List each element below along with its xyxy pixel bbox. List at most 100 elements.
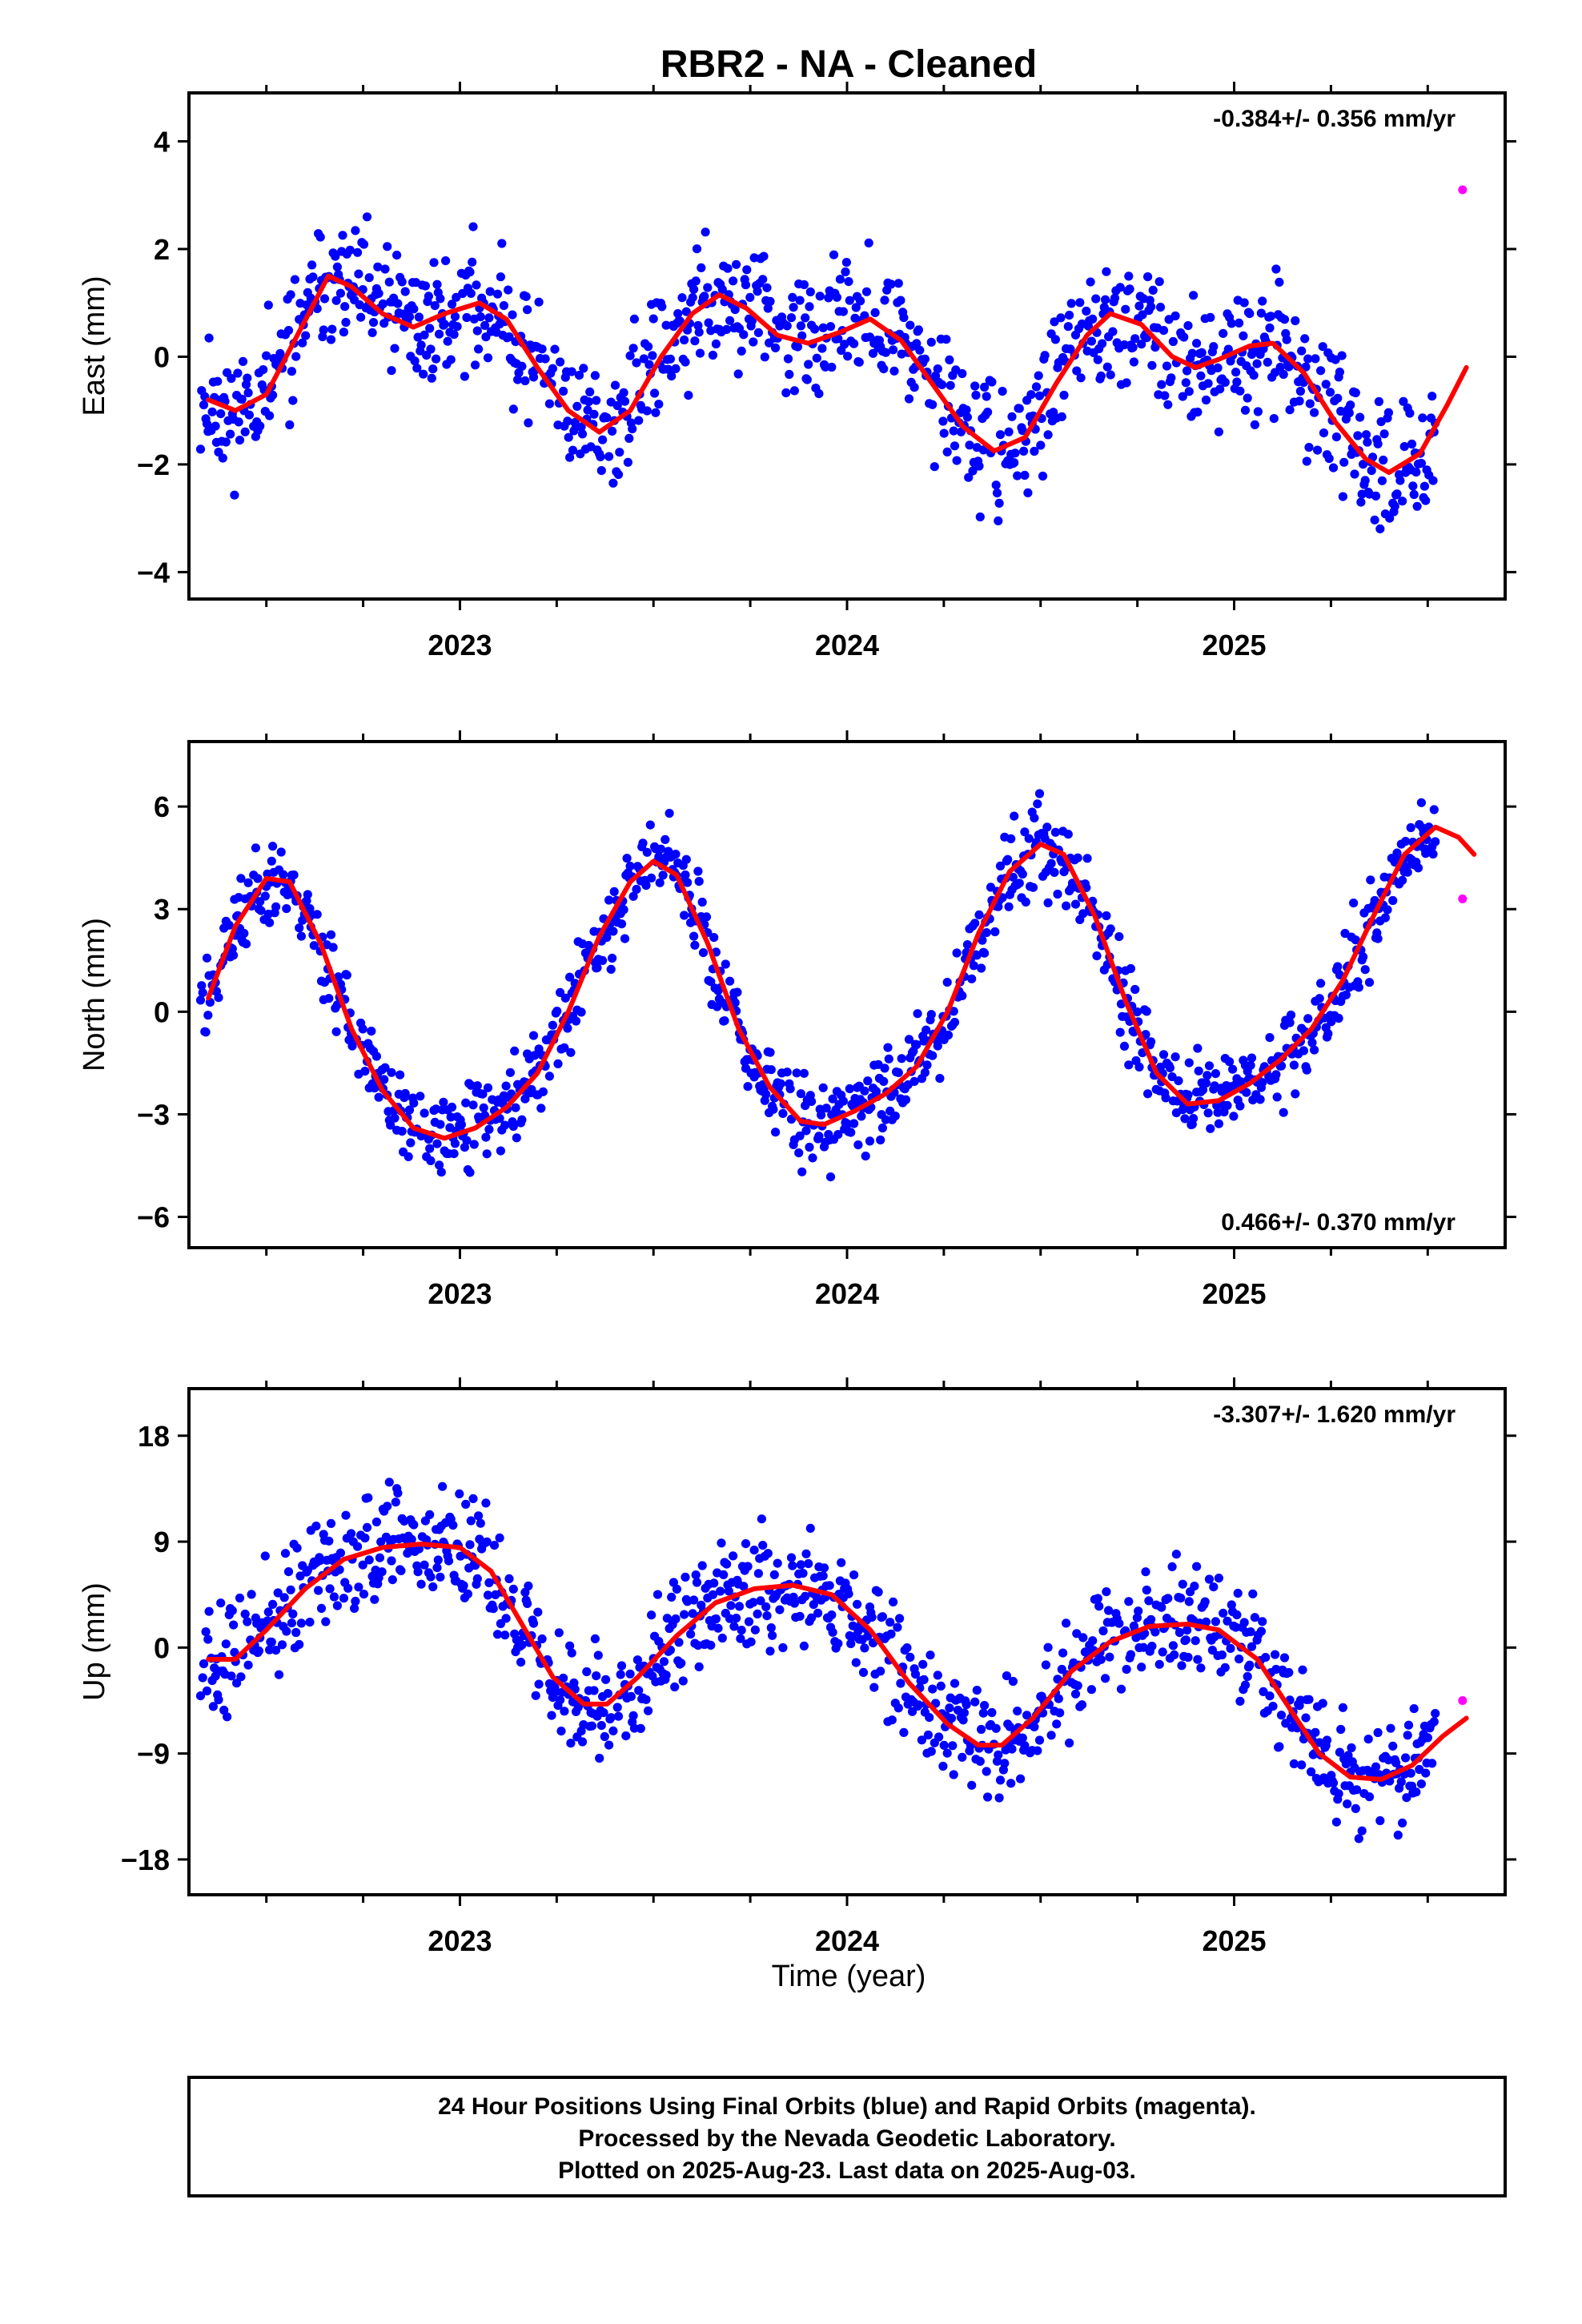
north-point (379, 1075, 389, 1084)
north-point (1428, 849, 1438, 859)
north-point (1228, 1064, 1238, 1074)
up-point (273, 1588, 283, 1598)
up-point (873, 1587, 883, 1597)
east-point (1072, 366, 1082, 376)
up-point (1002, 1671, 1011, 1681)
north-point (1229, 1112, 1239, 1121)
east-point (414, 312, 424, 322)
east-point (753, 328, 764, 337)
up-point (681, 1572, 690, 1582)
north-point (1258, 1078, 1267, 1088)
east-point (1318, 342, 1327, 352)
north-point (214, 993, 223, 1003)
up-ytick-label: 0 (154, 1631, 170, 1664)
up-point (749, 1598, 758, 1607)
east-point (1351, 388, 1360, 398)
up-point (1132, 1613, 1142, 1622)
north-point (1130, 984, 1140, 995)
up-point (537, 1634, 547, 1644)
east-point (283, 326, 294, 336)
north-point (1114, 932, 1124, 942)
up-point (860, 1643, 869, 1653)
north-rate-label: 0.466+/- 0.370 mm/yr (1221, 1209, 1456, 1236)
east-point (801, 313, 810, 323)
east-point (1339, 457, 1349, 467)
east-point (1416, 458, 1426, 468)
north-point (295, 923, 304, 933)
up-point (1168, 1641, 1178, 1651)
north-point (647, 873, 656, 883)
up-model-line (206, 1542, 1469, 1782)
north-point (1070, 899, 1081, 909)
east-point (879, 364, 889, 374)
north-point (1043, 898, 1053, 907)
up-point (426, 1572, 436, 1582)
up-point (737, 1626, 746, 1635)
north-point (241, 939, 251, 949)
north-point (1180, 1114, 1190, 1124)
east-ytick-label: 2 (154, 233, 170, 266)
east-point (1010, 448, 1020, 458)
east-point (1390, 501, 1399, 511)
east-point (733, 369, 743, 379)
north-point (1373, 934, 1383, 943)
east-point (1098, 339, 1107, 348)
east-point (843, 352, 853, 361)
east-point (623, 457, 633, 467)
up-point (335, 1565, 344, 1574)
up-point (263, 1607, 273, 1617)
north-point (404, 1152, 413, 1161)
east-point (1066, 299, 1076, 308)
north-point (1161, 1093, 1170, 1103)
north-point (1042, 822, 1052, 832)
north-point (481, 1132, 491, 1142)
up-point (267, 1637, 276, 1647)
east-point (1088, 314, 1098, 324)
north-point (1302, 1065, 1311, 1075)
up-point (227, 1671, 236, 1681)
east-point (1395, 476, 1405, 485)
up-point (762, 1611, 772, 1621)
east-point (468, 222, 478, 231)
north-point (920, 1068, 930, 1077)
east-point (1235, 386, 1245, 396)
up-point (387, 1575, 397, 1585)
north-point (1082, 854, 1092, 863)
east-point (472, 280, 481, 290)
east-point (629, 314, 640, 324)
up-point (1214, 1574, 1223, 1583)
east-point (814, 389, 824, 399)
north-point (1271, 1070, 1281, 1080)
east-point (700, 292, 709, 301)
east-point (460, 372, 470, 381)
east-point (974, 461, 984, 471)
east-point (598, 435, 608, 444)
east-point (1197, 348, 1207, 357)
north-point (563, 1023, 572, 1033)
east-point (1373, 439, 1383, 448)
up-point (516, 1658, 526, 1667)
up-point (1200, 1597, 1210, 1606)
east-point (233, 368, 243, 378)
up-point (296, 1618, 306, 1628)
north-point (1206, 1124, 1215, 1133)
east-point (1275, 277, 1284, 287)
north-point (1413, 863, 1423, 873)
up-point (314, 1586, 323, 1595)
up-point (801, 1591, 810, 1601)
up-point (1141, 1567, 1150, 1577)
north-point (893, 1068, 903, 1077)
east-point (1138, 310, 1147, 320)
east-point (1412, 501, 1422, 511)
up-point (1357, 1826, 1367, 1835)
up-point (1209, 1582, 1219, 1592)
east-point (648, 314, 658, 324)
north-point (1285, 1018, 1295, 1027)
north-point (1366, 875, 1375, 885)
east-point (1063, 322, 1073, 332)
up-point (1030, 1722, 1039, 1731)
north-point (765, 1047, 775, 1057)
east-point (216, 408, 226, 419)
north-point (642, 847, 652, 857)
east-point (1158, 326, 1169, 336)
